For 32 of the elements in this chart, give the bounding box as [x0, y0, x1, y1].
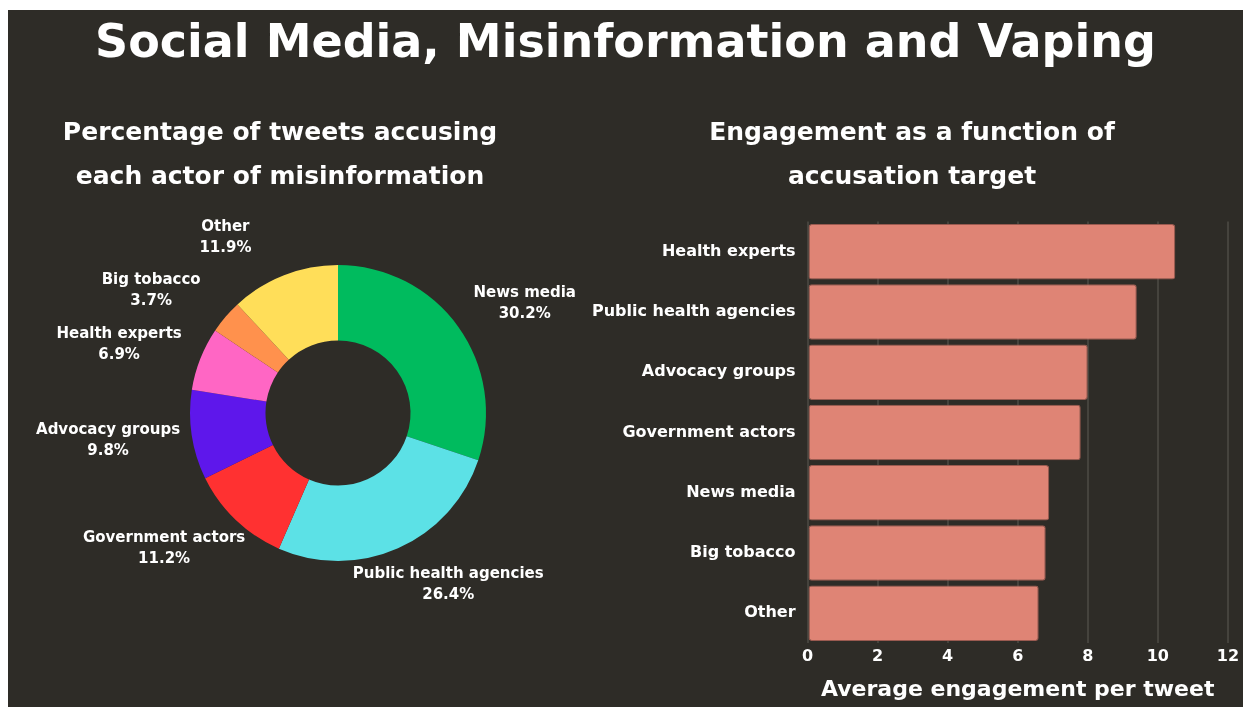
- x-tick-label: 12: [1216, 646, 1239, 666]
- slice-label: Other: [201, 217, 251, 236]
- y-tick-label: Advocacy groups: [641, 361, 796, 381]
- x-tick-label: 10: [1146, 646, 1169, 666]
- x-tick-label: 2: [872, 646, 884, 666]
- slice-label: News media: [473, 282, 576, 301]
- chart-title: Engagement as a function of accusation target: [708, 116, 1116, 192]
- y-tick-label: Big tobacco: [690, 542, 796, 562]
- y-tick-label: Other: [744, 602, 796, 622]
- slice-label: Advocacy groups: [36, 420, 181, 439]
- chart-title: Percentage of tweets accusing each actor of misinformation: [61, 116, 499, 192]
- y-tick-label: News media: [686, 481, 796, 501]
- x-axis-title: Average engagement per tweet: [821, 675, 1215, 701]
- y-tick-label: Government actors: [622, 421, 796, 441]
- data-label: 30.2%: [498, 303, 551, 322]
- x-tick-label: 6: [1012, 646, 1024, 666]
- data-label: 6.9%: [98, 344, 140, 363]
- y-tick-label: Public health agencies: [592, 301, 796, 321]
- data-label: 11.2%: [138, 549, 191, 568]
- data-label: 3.7%: [130, 291, 172, 310]
- data-label: 26.4%: [422, 585, 475, 604]
- slice-label: Big tobacco: [101, 270, 201, 289]
- slice-label: Health experts: [56, 323, 182, 342]
- x-tick-label: 4: [942, 646, 954, 666]
- data-label: 9.8%: [87, 441, 129, 460]
- y-tick-label: Health experts: [661, 240, 796, 260]
- slice-label: Public health agencies: [352, 564, 544, 583]
- data-label: 11.9%: [199, 238, 252, 257]
- text: Social Media, Misinformation and Vaping: [94, 14, 1157, 68]
- slice-label: Government actors: [82, 528, 246, 547]
- x-tick-label: 8: [1082, 646, 1094, 666]
- x-tick-label: 0: [801, 646, 814, 666]
